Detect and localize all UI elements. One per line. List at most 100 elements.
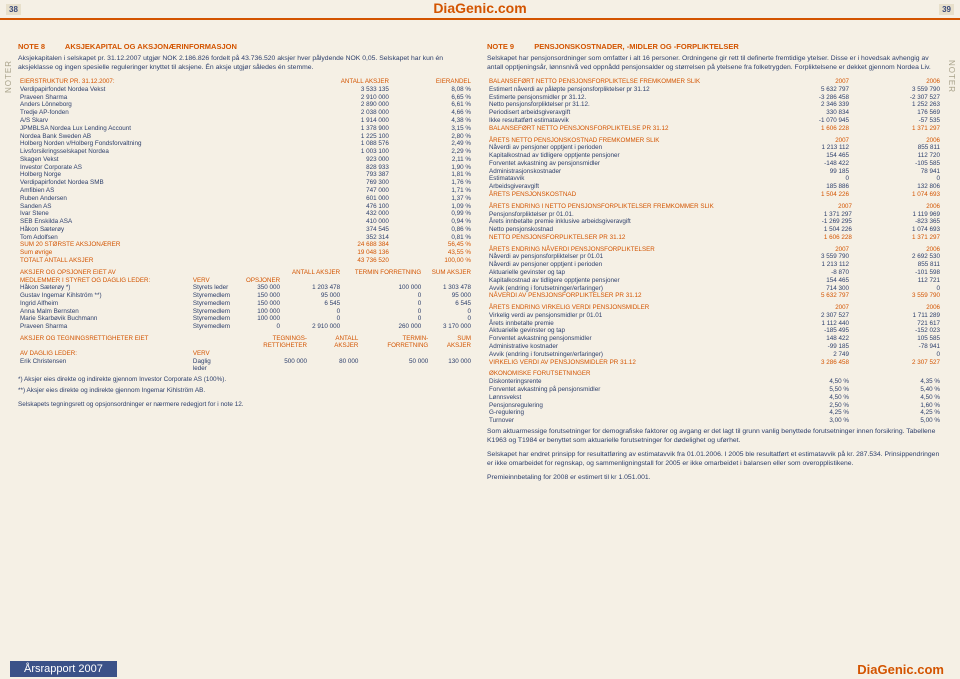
cell: 150 000 — [238, 292, 282, 300]
cell: 3,00 % — [760, 417, 851, 425]
assumptions-table: ØKONOMISKE FORUTSETNINGERDiskonteringsre… — [487, 370, 942, 424]
cell: 100 000 — [238, 307, 282, 315]
cell: 923 000 — [281, 155, 391, 163]
cell: 2 692 530 — [851, 253, 942, 261]
cell: JPMBLSA Nordea Lux Lending Account — [18, 124, 281, 132]
cell: 43,55 % — [391, 249, 473, 257]
cell: Arbeidsgiveravgift — [487, 183, 760, 191]
cell: Sanden AS — [18, 202, 281, 210]
footnote-1: *) Aksjer eies direkte og indirekte gjen… — [18, 376, 473, 384]
cell: Avvik (endring i forutsetninger/erfaring… — [487, 350, 760, 358]
cell: Holberg Norden v/Holberg Fondsforvaltnin… — [18, 140, 281, 148]
note9-p3: Premieinnbetaling for 2008 er estimert t… — [487, 474, 942, 483]
th: EIERANDEL — [391, 78, 473, 86]
th: VERV — [191, 349, 228, 357]
th: VERV — [191, 276, 238, 284]
cell: 1 371 297 — [854, 234, 942, 242]
th: 2006 — [851, 78, 942, 86]
note9-p2: Selskapet har endret prinsipp for result… — [487, 451, 942, 469]
cell: Investor Corporate AS — [18, 163, 281, 171]
cell: Diskonteringsrente — [487, 378, 760, 386]
th: EIERSTRUKTUR PR. 31.12.2007: — [18, 78, 281, 86]
cell: 330 834 — [760, 109, 851, 117]
cell: Administrative kostnader — [487, 343, 760, 351]
cell: 1 606 228 — [760, 124, 851, 132]
cell: 0 — [238, 323, 282, 331]
cell: 793 387 — [281, 171, 391, 179]
cell: 500 000 — [228, 357, 309, 372]
cell: -57 535 — [851, 117, 942, 125]
cell: SUM 20 STØRSTE AKSJONÆRER — [18, 241, 281, 249]
cell: 5 632 797 — [760, 85, 851, 93]
cell: Styrets leder — [191, 284, 238, 292]
cell: 0 — [342, 292, 423, 300]
th: SUM AKSJER — [423, 268, 473, 276]
cell: 6,61 % — [391, 101, 473, 109]
cell: Ivar Stene — [18, 210, 281, 218]
cell: 2,11 % — [391, 155, 473, 163]
cell: -152 023 — [851, 327, 942, 335]
footnote-3: Selskapets tegningsrett og opsjonsordnin… — [18, 401, 473, 409]
cell: 8,08 % — [391, 85, 473, 93]
cell: Forventet avkastning på pensjonsmidler — [487, 386, 760, 394]
cell: Ikke resultatført estimatavvik — [487, 117, 760, 125]
cell: 0 — [760, 175, 851, 183]
cell: Håkon Sæterøy — [18, 226, 281, 234]
cell: 43 736 520 — [281, 257, 391, 265]
cell: 4,25 % — [760, 409, 851, 417]
cell: -3 286 458 — [760, 93, 851, 101]
cell: 350 000 — [238, 284, 282, 292]
cell: Aktuarielle gevinster og tap — [487, 327, 760, 335]
cell: 6,65 % — [391, 93, 473, 101]
cell: Styremedlem — [191, 300, 238, 308]
cell: -105 585 — [851, 159, 942, 167]
note8-num: NOTE 8 — [18, 42, 45, 51]
cell: 112 721 — [851, 276, 942, 284]
page-spread: NOTE 8 Aksjekapital og aksjonærinformasj… — [0, 30, 960, 510]
cell: 4,35 % — [851, 378, 942, 386]
cell: Pensjonsforpliktelser pr 01.01. — [487, 210, 760, 218]
cell: 5,40 % — [851, 386, 942, 394]
th: BALANSEFØRT NETTO PENSJONSFORPLIKTELSE F… — [487, 78, 760, 86]
cell: Forventet avkastning pensjonsmidler — [487, 335, 760, 343]
cell: Anna Malm Bernsten — [18, 307, 191, 315]
cell: Praveen Sharma — [18, 323, 191, 331]
cell: -8 870 — [760, 269, 851, 277]
cell: 3 559 790 — [851, 85, 942, 93]
cell: -148 422 — [760, 159, 851, 167]
cell: Turnover — [487, 417, 760, 425]
pension-table-2: ÅRETS NETTO PENSJONSKOSTNAD FREMKOMMER S… — [487, 136, 942, 198]
th: TEGNINGS-RETTIGHETER — [228, 335, 309, 350]
cell: 1 504 226 — [760, 226, 854, 234]
cell: 4,25 % — [851, 409, 942, 417]
cell: 374 545 — [281, 226, 391, 234]
cell: 2 910 000 — [282, 323, 342, 331]
cell: VIRKELIG VERDI AV PENSJONSMIDLER PR 31.1… — [487, 358, 760, 366]
cell: 132 806 — [851, 183, 942, 191]
th: ÅRETS ENDRING I NETTO PENSJONSFORPLIKTEL… — [487, 202, 760, 210]
footer-report: Årsrapport 2007 — [10, 661, 117, 677]
cell: 2 346 339 — [760, 101, 851, 109]
cell: 2,49 % — [391, 140, 473, 148]
cell: 260 000 — [342, 323, 423, 331]
cell: 769 300 — [281, 179, 391, 187]
cell: Tredje AP-fonden — [18, 109, 281, 117]
th: 2006 — [851, 245, 942, 253]
cell: Netto pensjonskostnad — [487, 226, 760, 234]
th: ANTALL AKSJER — [281, 78, 391, 86]
cell: 5,00 % — [851, 417, 942, 425]
note8-title: Aksjekapital og aksjonærinformasjon — [65, 42, 237, 51]
ownership-table: EIERSTRUKTUR PR. 31.12.2007:ANTALL AKSJE… — [18, 78, 473, 265]
cell: G-regulering — [487, 409, 760, 417]
cell: 855 811 — [851, 144, 942, 152]
brand-top: DiaGenic.com — [0, 0, 960, 20]
cell: -1 070 945 — [760, 117, 851, 125]
cell: -823 365 — [854, 218, 942, 226]
cell: 0 — [851, 284, 942, 292]
footnote-2: **) Aksjer eies direkte og indirekte gje… — [18, 387, 473, 395]
cell: 1 711 289 — [851, 312, 942, 320]
th: AV DAGLIG LEDER: — [18, 349, 191, 357]
cell: 154 465 — [760, 276, 851, 284]
cell: 100 000 — [238, 315, 282, 323]
cell: 1,09 % — [391, 202, 473, 210]
